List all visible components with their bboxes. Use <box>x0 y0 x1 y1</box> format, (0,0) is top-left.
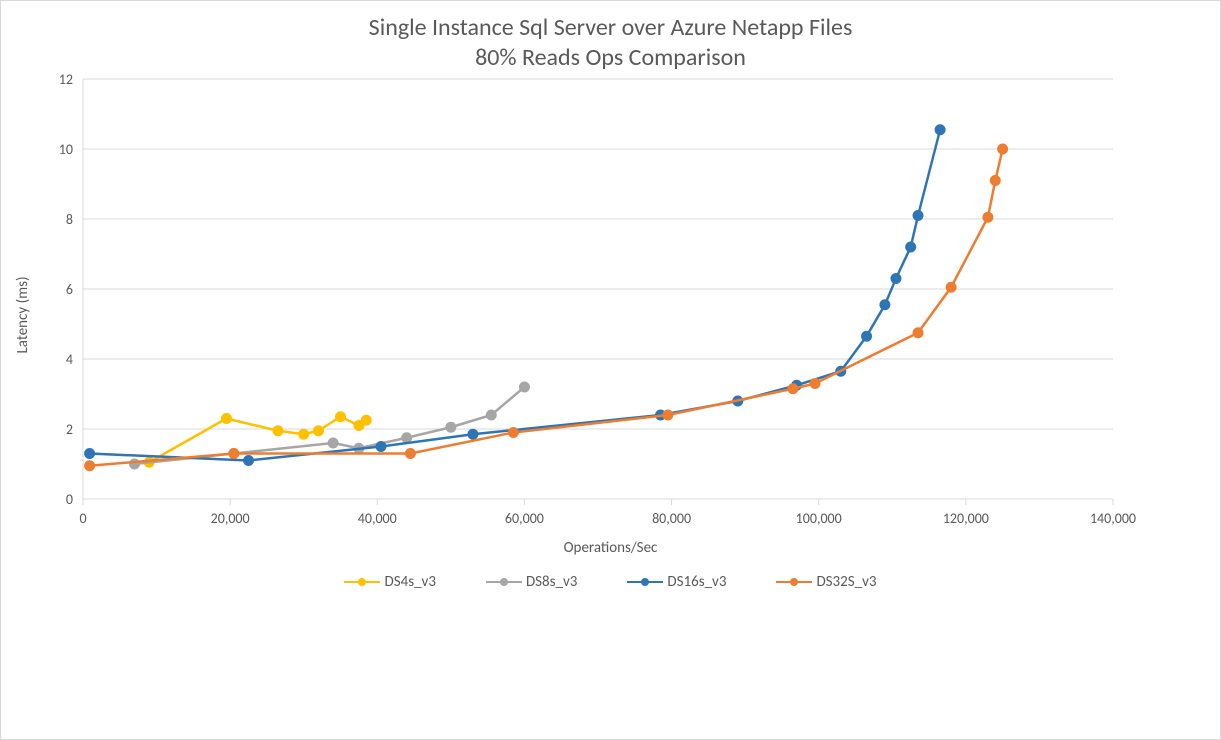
y-tick-label: 0 <box>66 491 73 508</box>
y-tick-label: 10 <box>59 141 73 158</box>
series-marker-DS16s_v3 <box>244 456 254 466</box>
series-marker-DS32S_v3 <box>663 410 673 420</box>
series-marker-DS32S_v3 <box>983 212 993 222</box>
series-marker-DS32S_v3 <box>810 379 820 389</box>
legend-label: DS8s_v3 <box>526 573 577 591</box>
legend-label: DS16s_v3 <box>667 573 726 591</box>
legend-marker-icon <box>790 578 798 586</box>
x-tick-label: 20,000 <box>211 510 250 527</box>
series-line-DS16s_v3 <box>90 130 940 461</box>
series-marker-DS32S_v3 <box>946 282 956 292</box>
series-marker-DS4s_v3 <box>336 412 346 422</box>
chart-container: Single Instance Sql Server over Azure Ne… <box>0 0 1221 740</box>
series-marker-DS32S_v3 <box>913 328 923 338</box>
series-marker-DS32S_v3 <box>85 461 95 471</box>
series-marker-DS16s_v3 <box>880 300 890 310</box>
y-tick-label: 12 <box>59 71 73 88</box>
series-marker-DS4s_v3 <box>299 429 309 439</box>
x-tick-label: 140,000 <box>1090 510 1136 527</box>
series-marker-DS4s_v3 <box>221 414 231 424</box>
series-marker-DS16s_v3 <box>935 125 945 135</box>
legend-label: DS4s_v3 <box>384 573 435 591</box>
x-tick-label: 60,000 <box>505 510 544 527</box>
series-marker-DS16s_v3 <box>891 274 901 284</box>
plot-wrap: Latency (ms) 024681012020,00040,00060,00… <box>31 73 1190 557</box>
legend-swatch <box>776 576 812 588</box>
legend-item-DS32S_v3: DS32S_v3 <box>776 573 876 591</box>
x-tick-label: 0 <box>79 510 86 527</box>
series-marker-DS4s_v3 <box>361 415 371 425</box>
series-marker-DS32S_v3 <box>998 144 1008 154</box>
series-marker-DS16s_v3 <box>468 429 478 439</box>
series-marker-DS4s_v3 <box>313 426 323 436</box>
legend-swatch <box>344 576 380 588</box>
series-marker-DS32S_v3 <box>508 428 518 438</box>
series-marker-DS16s_v3 <box>85 449 95 459</box>
y-axis-label: Latency (ms) <box>14 276 32 353</box>
series-marker-DS32S_v3 <box>405 449 415 459</box>
legend: DS4s_v3 DS8s_v3 DS16s_v3 DS32S_v3 <box>31 573 1190 591</box>
series-marker-DS4s_v3 <box>273 426 283 436</box>
series-marker-DS8s_v3 <box>486 410 496 420</box>
y-tick-label: 6 <box>66 281 73 298</box>
series-marker-DS8s_v3 <box>446 422 456 432</box>
series-marker-DS8s_v3 <box>519 382 529 392</box>
series-marker-DS16s_v3 <box>376 442 386 452</box>
chart-title: Single Instance Sql Server over Azure Ne… <box>31 13 1190 73</box>
series-marker-DS16s_v3 <box>906 242 916 252</box>
series-marker-DS32S_v3 <box>229 449 239 459</box>
series-marker-DS32S_v3 <box>788 384 798 394</box>
series-marker-DS16s_v3 <box>913 211 923 221</box>
x-tick-label: 100,000 <box>796 510 842 527</box>
series-marker-DS16s_v3 <box>862 331 872 341</box>
legend-marker-icon <box>641 578 649 586</box>
chart-title-line-1: Single Instance Sql Server over Azure Ne… <box>31 13 1190 43</box>
legend-marker-icon <box>358 578 366 586</box>
x-axis-label: Operations/Sec <box>31 539 1190 557</box>
legend-item-DS8s_v3: DS8s_v3 <box>486 573 577 591</box>
x-tick-label: 120,000 <box>943 510 989 527</box>
x-tick-label: 40,000 <box>358 510 397 527</box>
legend-label: DS32S_v3 <box>816 573 876 591</box>
legend-item-DS4s_v3: DS4s_v3 <box>344 573 435 591</box>
legend-swatch <box>627 576 663 588</box>
legend-item-DS16s_v3: DS16s_v3 <box>627 573 726 591</box>
legend-swatch <box>486 576 522 588</box>
series-marker-DS8s_v3 <box>402 433 412 443</box>
legend-marker-icon <box>500 578 508 586</box>
y-tick-label: 2 <box>66 421 73 438</box>
x-tick-label: 80,000 <box>652 510 691 527</box>
plot-svg: 0 2 4 6 8 10 12 0 20,000 40,000 60,000 80,000 100,00… <box>31 73 1133 537</box>
y-tick-label: 8 <box>66 211 73 228</box>
chart-title-line-2: 80% Reads Ops Comparison <box>31 43 1190 73</box>
series-marker-DS32S_v3 <box>990 176 1000 186</box>
series-marker-DS8s_v3 <box>328 438 338 448</box>
y-tick-label: 4 <box>66 351 73 368</box>
